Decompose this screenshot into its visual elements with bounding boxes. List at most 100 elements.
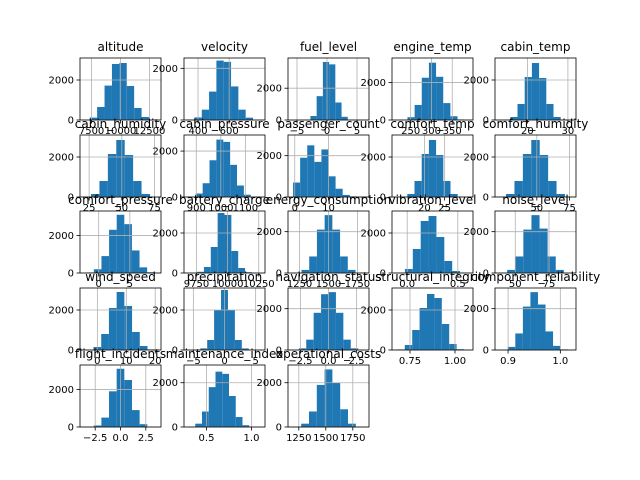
x-tick-label: 400: [188, 126, 207, 137]
panel-title: navigation_status: [275, 270, 381, 284]
histogram-panel: 0.9 1.0 0 2000 component_reliability: [464, 270, 601, 367]
histogram-bar: [223, 61, 232, 120]
y-tick-label: 0: [380, 346, 386, 357]
histogram-bar: [444, 261, 453, 273]
histogram-panel: 400 600 0 2000 velocity: [153, 40, 266, 137]
y-tick-label: 2000: [153, 378, 178, 389]
y-tick-label: 0: [68, 346, 74, 357]
histogram-bar: [201, 109, 210, 120]
histogram-bar: [139, 424, 148, 427]
x-tick-label: 20: [418, 203, 431, 214]
y-tick-label: 2000: [257, 378, 282, 389]
histogram-panel: 25 50 75 0 2000 cabin_humidity: [49, 117, 167, 214]
histogram-bar: [436, 237, 445, 273]
y-tick-label: 0: [68, 116, 74, 127]
histogram-panel: 0.0 0.5 0 2000 vibration_level: [361, 193, 477, 290]
histogram-bar: [310, 116, 317, 120]
y-tick-label: 2000: [464, 76, 489, 87]
axes-frame: [183, 57, 266, 121]
histogram-bar: [553, 345, 561, 350]
axes-frame: [79, 210, 162, 274]
histogram-bar: [216, 60, 224, 120]
x-tick-label: 5: [252, 356, 258, 367]
histogram-panel: 0.5 1.0 0 2000 maintenance_index: [153, 347, 284, 444]
y-tick-label: 2000: [49, 76, 74, 87]
x-tick-label: 10: [120, 356, 133, 367]
histogram-bar: [547, 256, 556, 273]
histogram-bar: [111, 64, 120, 120]
x-tick-label: 5: [127, 279, 133, 290]
x-tick-label: 50: [509, 279, 522, 290]
panel-title: wind_speed: [85, 270, 156, 284]
histogram-bar: [522, 154, 532, 197]
x-tick-label: 0: [292, 203, 298, 214]
y-tick-label: 2000: [464, 227, 489, 238]
histogram-bar: [404, 345, 413, 350]
histogram-bar: [515, 333, 523, 350]
histogram-bar: [407, 194, 415, 197]
histogram-bar: [141, 117, 149, 120]
histogram-bar: [539, 78, 547, 120]
histogram-bar: [348, 423, 356, 427]
y-tick-label: 2000: [49, 231, 74, 242]
y-tick-label: 2000: [257, 227, 282, 238]
y-tick-label: 2000: [49, 306, 74, 317]
histogram-bar: [139, 267, 148, 273]
histogram-bar: [300, 157, 308, 197]
y-tick-label: 2000: [153, 64, 178, 75]
y-tick-label: 2000: [257, 304, 282, 315]
histogram-bar: [335, 188, 343, 197]
histogram-bar: [293, 182, 301, 197]
histogram-bar: [116, 292, 125, 350]
y-tick-label: 0: [172, 193, 178, 204]
histogram-bar: [314, 161, 322, 197]
histogram-bar: [223, 141, 231, 197]
panel-title: battery_charge: [179, 193, 270, 207]
y-tick-label: 0: [380, 193, 386, 204]
histogram-bar: [195, 193, 203, 197]
histogram-bar: [449, 344, 457, 350]
histogram-bar: [450, 194, 458, 197]
histogram-bar: [131, 250, 140, 273]
panel-title: vibration_level: [389, 193, 477, 207]
histogram-bar: [507, 269, 516, 273]
x-tick-label: 10000: [212, 279, 244, 290]
histogram-bar: [313, 312, 322, 350]
panel-title: comfort_humidity: [483, 117, 589, 131]
histogram-bar: [555, 269, 564, 273]
histogram-bar: [324, 369, 333, 427]
histogram-bar: [309, 256, 317, 273]
x-tick-label: 5: [354, 126, 360, 137]
y-tick-label: 2000: [361, 229, 386, 240]
x-tick-label: 1100: [233, 203, 258, 214]
histogram-bar: [200, 348, 208, 350]
histogram-bar: [229, 396, 236, 427]
histogram-bar: [539, 228, 548, 273]
histogram-bar: [124, 224, 132, 273]
histogram-bar: [245, 117, 254, 120]
histogram-bar: [436, 76, 444, 120]
y-tick-label: 0: [483, 269, 489, 280]
y-tick-label: 2000: [257, 84, 282, 95]
histogram-bar: [523, 229, 532, 273]
histogram-bar: [316, 384, 325, 427]
histogram-bar: [427, 294, 435, 350]
histogram-bar: [126, 86, 135, 120]
y-tick-label: 0: [276, 346, 282, 357]
y-tick-label: 0: [276, 116, 282, 127]
histogram-bar: [428, 140, 437, 197]
histogram-bar: [414, 104, 422, 120]
y-tick-label: 2000: [49, 385, 74, 396]
x-tick-label: 0: [96, 279, 102, 290]
panel-title: noise_level: [502, 193, 568, 207]
x-tick-label: 10: [322, 203, 335, 214]
histogram-bar: [231, 86, 239, 120]
histogram-bar: [119, 63, 127, 120]
histogram-bar: [524, 77, 532, 120]
axes-frame: [494, 57, 577, 121]
x-tick-label: 75: [563, 203, 576, 214]
histogram-bar: [99, 181, 108, 197]
